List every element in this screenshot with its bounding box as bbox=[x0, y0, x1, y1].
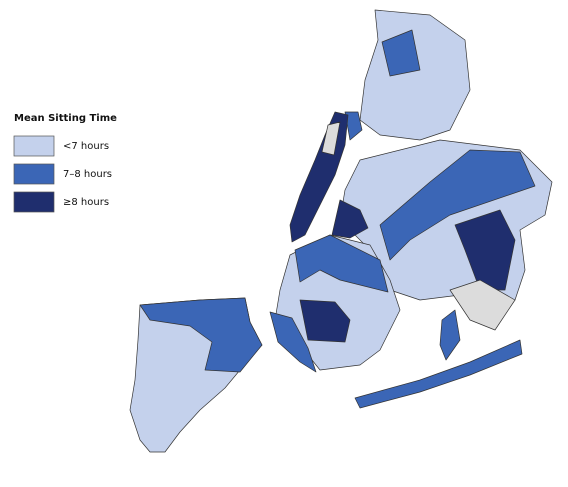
region bbox=[439, 309, 461, 361]
region bbox=[379, 149, 536, 261]
region bbox=[359, 9, 471, 141]
park bbox=[321, 121, 341, 156]
region bbox=[269, 311, 317, 373]
legend-swatch bbox=[13, 163, 55, 185]
legend-title: Mean Sitting Time bbox=[14, 113, 117, 124]
region bbox=[139, 297, 263, 373]
region bbox=[354, 339, 523, 409]
region bbox=[331, 199, 369, 239]
region bbox=[454, 209, 516, 291]
legend-swatch bbox=[13, 135, 55, 157]
airport bbox=[449, 279, 516, 331]
legend-label: 7–8 hours bbox=[63, 169, 112, 180]
legend-label: ≥8 hours bbox=[63, 197, 109, 208]
region bbox=[294, 234, 389, 293]
region bbox=[299, 299, 351, 343]
region bbox=[381, 29, 421, 77]
region bbox=[344, 111, 363, 141]
legend: Mean Sitting Time <7 hours 7–8 hours ≥8 ho… bbox=[13, 113, 117, 213]
nyc-map bbox=[129, 9, 553, 453]
legend-swatch bbox=[13, 191, 55, 213]
legend-label: <7 hours bbox=[63, 141, 109, 152]
